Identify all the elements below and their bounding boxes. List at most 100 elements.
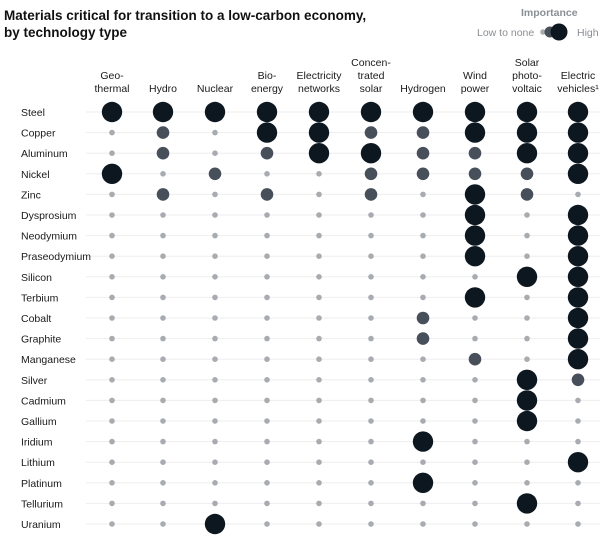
- dot-aluminum-hydrogen: [416, 146, 430, 160]
- dot-gallium-bioenergy: [264, 418, 270, 424]
- dot-praseodymium-hydro: [160, 253, 166, 259]
- dot-praseodymium-solar_photovoltaic: [524, 253, 530, 259]
- dot-manganese-wind_power: [468, 352, 482, 366]
- dot-silicon-wind_power: [472, 274, 478, 280]
- row-label-praseodymium: Praseodymium: [21, 251, 91, 263]
- dot-uranium-hydro: [160, 521, 166, 527]
- dot-steel-nuclear: [204, 101, 226, 123]
- dot-neodymium-wind_power: [464, 225, 486, 246]
- dot-copper-electric_vehicles: [567, 122, 589, 143]
- dot-copper-wind_power: [464, 122, 486, 143]
- dot-cadmium-hydrogen: [420, 397, 426, 404]
- dot-nickel-solar_photovoltaic: [520, 167, 534, 181]
- dot-aluminum-solar_photovoltaic: [516, 143, 538, 164]
- dot-dysprosium-nuclear: [212, 212, 218, 218]
- dot-silver-wind_power: [472, 377, 478, 383]
- dot-praseodymium-concentrated_solar: [368, 253, 374, 259]
- row-label-tellurium: Tellurium: [21, 498, 63, 510]
- dot-manganese-geothermal: [109, 356, 115, 363]
- dot-cobalt-wind_power: [472, 315, 478, 321]
- legend-dot-low: [540, 29, 546, 35]
- dot-steel-electric_vehicles: [567, 101, 589, 123]
- row-label-nickel: Nickel: [21, 169, 50, 181]
- dot-zinc-hydrogen: [420, 191, 426, 198]
- dot-neodymium-hydrogen: [420, 232, 426, 239]
- dot-copper-hydrogen: [416, 126, 430, 139]
- dot-gallium-concentrated_solar: [368, 418, 374, 424]
- column-label-concentrated_solar: trated: [358, 70, 385, 82]
- legend-low-label: Low to none: [477, 27, 535, 39]
- dot-cadmium-nuclear: [212, 397, 218, 404]
- dot-copper-concentrated_solar: [364, 126, 378, 139]
- dot-dysprosium-electricity_networks: [316, 212, 322, 218]
- dot-aluminum-geothermal: [109, 150, 115, 156]
- dot-silver-solar_photovoltaic: [516, 369, 538, 390]
- dot-cadmium-wind_power: [472, 397, 478, 404]
- row-label-lithium: Lithium: [21, 457, 55, 469]
- dot-terbium-hydro: [160, 294, 166, 301]
- dot-gallium-electric_vehicles: [575, 418, 581, 424]
- dot-platinum-electricity_networks: [316, 480, 322, 486]
- row-label-steel: Steel: [21, 107, 45, 119]
- dot-lithium-nuclear: [212, 459, 218, 466]
- dot-manganese-electric_vehicles: [567, 349, 589, 370]
- dot-zinc-nuclear: [212, 191, 218, 198]
- dot-neodymium-geothermal: [109, 232, 115, 239]
- dot-graphite-concentrated_solar: [368, 335, 374, 342]
- dot-zinc-electric_vehicles: [575, 191, 581, 198]
- row-label-silicon: Silicon: [21, 272, 52, 284]
- dot-terbium-electric_vehicles: [567, 287, 589, 308]
- dot-copper-electricity_networks: [308, 122, 330, 143]
- row-label-neodymium: Neodymium: [21, 231, 77, 243]
- dot-lithium-bioenergy: [264, 459, 270, 466]
- row-label-copper: Copper: [21, 128, 56, 140]
- dot-graphite-solar_photovoltaic: [524, 335, 530, 342]
- dot-gallium-wind_power: [472, 418, 478, 424]
- column-label-electric_vehicles: Electric: [561, 70, 595, 82]
- dot-neodymium-electric_vehicles: [567, 225, 589, 246]
- dot-tellurium-electric_vehicles: [575, 500, 581, 507]
- row-label-gallium: Gallium: [21, 416, 57, 428]
- dot-uranium-geothermal: [109, 521, 115, 527]
- dot-iridium-electric_vehicles: [575, 438, 581, 445]
- dot-nickel-electric_vehicles: [567, 163, 589, 184]
- dot-manganese-hydrogen: [420, 356, 426, 363]
- column-label-wind_power: power: [461, 83, 490, 95]
- dot-tellurium-geothermal: [109, 500, 115, 507]
- dot-aluminum-nuclear: [212, 150, 218, 156]
- dot-cobalt-electricity_networks: [316, 315, 322, 321]
- dot-silver-hydrogen: [420, 377, 426, 383]
- dot-manganese-bioenergy: [264, 356, 270, 363]
- dot-steel-hydrogen: [412, 101, 434, 123]
- column-label-electricity_networks: Electricity: [297, 70, 343, 82]
- dot-cadmium-geothermal: [109, 397, 115, 404]
- legend-dot-high: [550, 23, 568, 41]
- dot-uranium-electricity_networks: [316, 521, 322, 527]
- row-label-graphite: Graphite: [21, 334, 61, 346]
- dot-zinc-wind_power: [464, 184, 486, 205]
- column-label-hydrogen: Hydrogen: [400, 83, 446, 95]
- dot-cobalt-geothermal: [109, 315, 115, 321]
- dot-graphite-wind_power: [472, 335, 478, 342]
- column-label-concentrated_solar: solar: [360, 83, 383, 95]
- dot-nickel-nuclear: [208, 167, 222, 181]
- dot-graphite-geothermal: [109, 335, 115, 342]
- dot-manganese-electricity_networks: [316, 356, 322, 363]
- dot-gallium-hydrogen: [420, 418, 426, 424]
- dot-zinc-electricity_networks: [316, 191, 322, 198]
- dot-manganese-hydro: [160, 356, 166, 363]
- column-label-solar_photovoltaic: voltaic: [512, 83, 542, 95]
- column-label-electric_vehicles: vehicles¹: [557, 83, 599, 95]
- dot-gallium-geothermal: [109, 418, 115, 424]
- dot-graphite-bioenergy: [264, 335, 270, 342]
- dot-cadmium-electricity_networks: [316, 397, 322, 404]
- dot-silver-electric_vehicles: [571, 373, 585, 387]
- dot-cobalt-hydrogen: [416, 311, 430, 325]
- dot-zinc-solar_photovoltaic: [520, 188, 534, 201]
- row-label-cadmium: Cadmium: [21, 395, 66, 407]
- row-label-zinc: Zinc: [21, 189, 41, 201]
- dot-praseodymium-wind_power: [464, 246, 486, 267]
- dot-uranium-electric_vehicles: [575, 521, 581, 527]
- dot-silicon-solar_photovoltaic: [516, 266, 538, 287]
- dot-aluminum-bioenergy: [260, 146, 274, 160]
